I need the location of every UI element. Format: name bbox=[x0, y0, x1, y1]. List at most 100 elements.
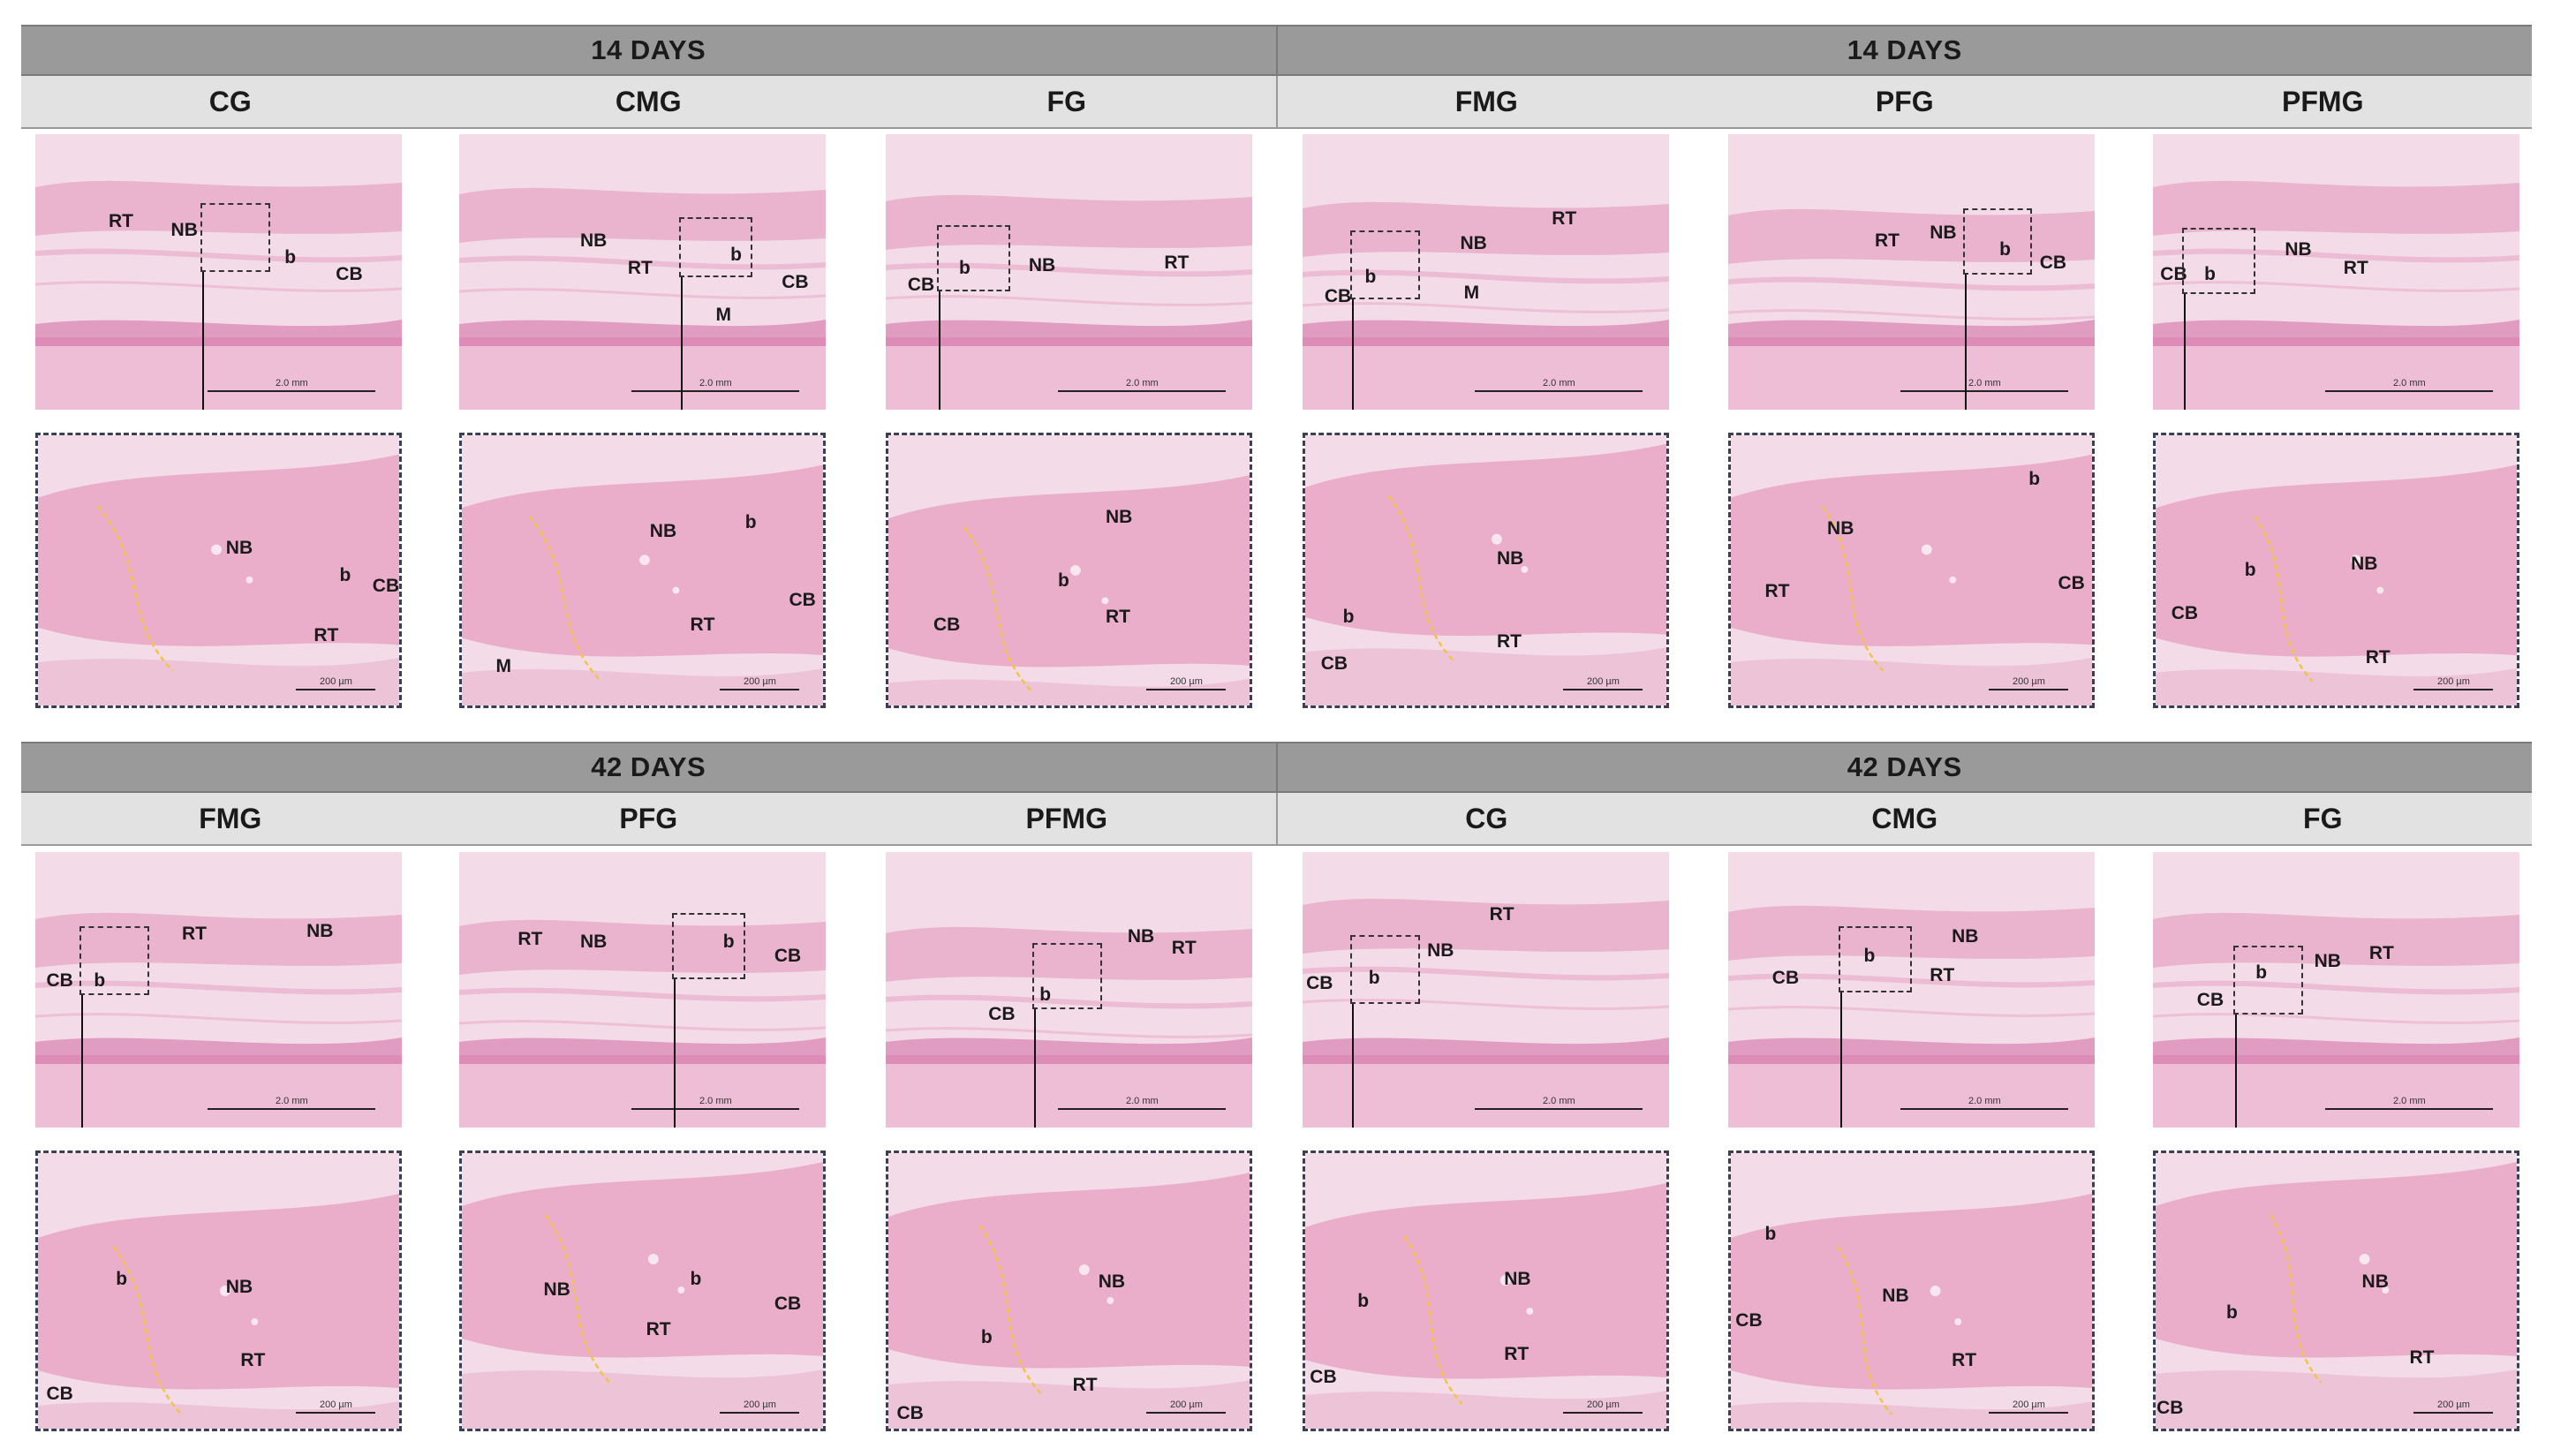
group-header-row-2: FMG PFG PFMG CG CMG FG bbox=[21, 793, 2532, 846]
tissue-label: CB bbox=[2171, 603, 2199, 624]
histology-overview-image bbox=[886, 134, 1252, 410]
tissue-label: CB bbox=[336, 263, 363, 284]
scale-label: 2.0 mm bbox=[2393, 378, 2426, 389]
histology-overview-image bbox=[1303, 852, 1669, 1128]
zoom-pointer-line bbox=[681, 277, 683, 410]
scale-label: 200 µm bbox=[1170, 1399, 1203, 1410]
zoom-pointer-line bbox=[2235, 1015, 2238, 1128]
group-label: FMG bbox=[199, 802, 262, 834]
tissue-label: NB bbox=[1127, 926, 1155, 947]
scale-bar bbox=[208, 1108, 375, 1110]
scale-bar bbox=[720, 1412, 799, 1414]
scale-label: 200 µm bbox=[2013, 676, 2045, 687]
tissue-label: CB bbox=[896, 1403, 924, 1424]
tissue-label: RT bbox=[1930, 964, 1955, 985]
scale-label: 2.0 mm bbox=[1968, 1096, 2001, 1106]
section-divider bbox=[1275, 76, 1278, 127]
scale-label: 2.0 mm bbox=[699, 1096, 732, 1106]
tissue-label: RT bbox=[1552, 208, 1577, 230]
tissue-label: NB bbox=[1098, 1271, 1126, 1292]
tissue-label: NB bbox=[170, 219, 198, 240]
tissue-label: CB bbox=[1324, 285, 1352, 306]
scale-bar bbox=[1563, 689, 1643, 690]
tissue-label: RT bbox=[517, 929, 543, 950]
tissue-label: CB bbox=[1320, 653, 1348, 674]
tissue-label: b bbox=[284, 246, 297, 268]
tissue-label: NB bbox=[2351, 554, 2378, 575]
day-label-right: 42 DAYS bbox=[1275, 743, 2533, 791]
scale-bar bbox=[2413, 1412, 2493, 1414]
tissue-label: RT bbox=[646, 1318, 671, 1339]
tissue-label: b bbox=[2204, 263, 2216, 284]
tissue-label: RT bbox=[1952, 1349, 1977, 1370]
zoom-pointer-line bbox=[673, 978, 676, 1128]
tissue-label: CB bbox=[2160, 263, 2187, 284]
group-label: PFG bbox=[619, 802, 678, 834]
tissue-label: b bbox=[1764, 1223, 1777, 1244]
tissue-label: b bbox=[1342, 606, 1355, 627]
tissue-label: RT bbox=[1496, 630, 1522, 652]
scale-label: 2.0 mm bbox=[1968, 378, 2001, 389]
scale-label: 2.0 mm bbox=[1543, 1096, 1575, 1106]
histology-overview-image bbox=[35, 852, 402, 1128]
tissue-label: NB bbox=[2285, 238, 2312, 260]
histology-detail-image bbox=[35, 433, 402, 708]
tissue-label: M bbox=[715, 305, 732, 326]
histology-detail-image bbox=[886, 433, 1252, 708]
tissue-label: CB bbox=[46, 1383, 73, 1404]
histology-overview-image bbox=[459, 134, 826, 410]
tissue-label: b bbox=[339, 564, 351, 585]
tissue-label: b bbox=[722, 932, 735, 953]
tissue-label: RT bbox=[627, 258, 653, 279]
scale-label: 200 µm bbox=[320, 676, 352, 687]
tissue-label: b bbox=[1368, 968, 1380, 989]
tissue-label: b bbox=[1058, 570, 1069, 591]
tissue-label: CB bbox=[1306, 973, 1333, 994]
histology-detail-image bbox=[1303, 433, 1669, 708]
tissue-label: RT bbox=[2365, 647, 2391, 668]
zoom-region-box bbox=[200, 203, 270, 272]
zoom-pointer-line bbox=[201, 272, 204, 410]
zoom-region-box bbox=[1349, 934, 1420, 1004]
scale-bar bbox=[2325, 390, 2493, 392]
zoom-pointer-line bbox=[1351, 299, 1354, 410]
histology-detail-image bbox=[2153, 1150, 2519, 1431]
day-label-left: 14 DAYS bbox=[591, 34, 706, 65]
day-label-left: 42 DAYS bbox=[591, 751, 706, 782]
tissue-label: NB bbox=[2361, 1271, 2389, 1292]
scale-bar bbox=[1058, 390, 1226, 392]
tissue-label: CB bbox=[2058, 573, 2085, 594]
scale-label: 2.0 mm bbox=[276, 378, 308, 389]
scale-label: 200 µm bbox=[2437, 1399, 2470, 1410]
tissue-label: NB bbox=[1952, 926, 1979, 947]
section-divider bbox=[1275, 793, 1278, 844]
tissue-label: RT bbox=[1106, 606, 1130, 627]
histology-detail-image bbox=[459, 433, 826, 708]
tissue-label: NB bbox=[306, 921, 334, 941]
scale-label: 2.0 mm bbox=[1543, 378, 1575, 389]
scale-bar bbox=[1475, 1108, 1643, 1110]
scale-bar bbox=[631, 390, 799, 392]
zoom-region-box bbox=[79, 926, 149, 996]
scale-label: 200 µm bbox=[1170, 676, 1203, 687]
zoom-region-box bbox=[1349, 230, 1420, 300]
tissue-label: RT bbox=[1164, 253, 1190, 274]
tissue-label: RT bbox=[1875, 230, 1900, 252]
scale-label: 200 µm bbox=[320, 1399, 352, 1410]
scale-bar bbox=[1475, 390, 1643, 392]
tissue-label: b bbox=[116, 1268, 128, 1289]
group-label: PFG bbox=[1875, 85, 1934, 117]
tissue-label: b bbox=[1357, 1291, 1370, 1311]
zoom-region-box bbox=[1838, 926, 1912, 993]
tissue-label: b bbox=[1863, 946, 1876, 967]
scale-label: 200 µm bbox=[2437, 676, 2470, 687]
scale-bar bbox=[1146, 1412, 1226, 1414]
tissue-label: NB bbox=[649, 520, 677, 541]
tissue-label: RT bbox=[1504, 1344, 1530, 1365]
tissue-label: CB bbox=[1771, 968, 1800, 989]
histology-overview-image bbox=[1303, 134, 1669, 410]
histology-overview-image bbox=[35, 134, 402, 410]
tissue-label: b bbox=[1999, 238, 2011, 260]
tissue-label: CB bbox=[907, 275, 935, 296]
zoom-region-box bbox=[2182, 228, 2256, 294]
